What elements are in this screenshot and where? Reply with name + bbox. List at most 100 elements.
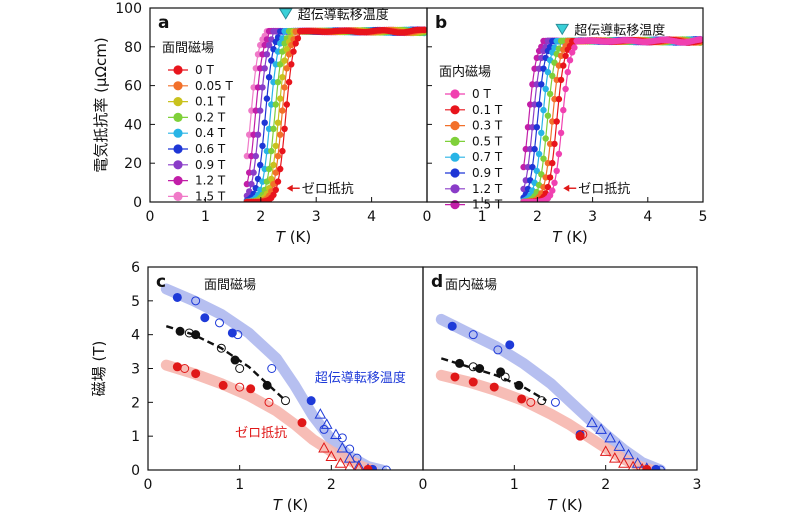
- data-point: [248, 107, 255, 114]
- tc-point-open: [381, 465, 391, 470]
- data-point: [533, 124, 540, 131]
- panel-b-frame: [426, 7, 704, 203]
- data-point: [553, 76, 560, 84]
- data-point: [542, 174, 549, 181]
- data-point: [272, 61, 279, 68]
- data-point: [283, 46, 290, 53]
- data-point: [257, 107, 264, 114]
- tc-point-open: [337, 433, 347, 443]
- tc-point-open: [215, 318, 224, 328]
- data-point: [571, 44, 578, 51]
- panel-a-label: a: [158, 13, 169, 33]
- panel-a-xtick-label: 4: [367, 209, 376, 225]
- data-point: [270, 191, 277, 199]
- legend-title: 面間磁場: [162, 41, 214, 56]
- panel-a-xtick-label: 2: [256, 209, 265, 225]
- panel-c-axes: 0 1 2 0 1 2 3 4 5 6 T (K) 磁場 (T) c: [90, 260, 424, 514]
- data-point: [274, 78, 282, 86]
- zero-point-filled: [517, 394, 527, 404]
- legend-entry: 1.2 T: [195, 174, 226, 188]
- tc-point-triangle: [586, 416, 598, 428]
- data-point: [557, 129, 565, 137]
- tc-point-filled: [172, 292, 182, 302]
- panel-b-label: b: [435, 13, 447, 33]
- data-point: [274, 178, 282, 185]
- data-point: [292, 40, 299, 47]
- data-point: [270, 125, 277, 132]
- tc-point-open: [655, 465, 665, 470]
- data-point: [538, 54, 545, 62]
- legend-marker: [173, 112, 183, 122]
- panel-a-ytick-label: 100: [115, 1, 142, 17]
- panel-b-curves: [520, 35, 703, 202]
- data-point: [272, 142, 279, 150]
- data-point: [261, 119, 268, 126]
- data-point: [272, 186, 279, 194]
- data-point: [274, 152, 282, 160]
- data-point: [527, 145, 534, 153]
- zero-point-filled: [297, 418, 307, 428]
- series-a-0.1T: [243, 26, 427, 202]
- data-point: [248, 152, 255, 160]
- data-point: [254, 51, 262, 58]
- legend-marker: [173, 176, 183, 186]
- zero-point-filled: [218, 380, 228, 390]
- data-point: [243, 152, 251, 160]
- data-point: [535, 101, 543, 108]
- tc-label: 超伝導転移温度: [315, 370, 406, 386]
- data-point: [544, 112, 552, 119]
- dash-point-filled: [455, 358, 465, 368]
- data-point: [288, 61, 295, 68]
- data-point: [277, 95, 284, 102]
- tc-band: [435, 313, 666, 470]
- data-point: [531, 145, 538, 153]
- data-point: [551, 95, 558, 103]
- data-point: [272, 169, 279, 176]
- panel-d-xlabel: T (K): [547, 496, 582, 514]
- series-line: [246, 29, 426, 202]
- data-point: [546, 90, 554, 98]
- zero-point-open: [578, 429, 588, 439]
- data-point: [252, 107, 259, 114]
- dash-point-open: [184, 328, 194, 338]
- data-point: [259, 178, 266, 185]
- data-point: [257, 186, 264, 194]
- legend-entry: 1.5 T: [195, 189, 226, 203]
- tc-point-triangle: [622, 448, 635, 460]
- legend-entry: 0 T: [195, 63, 214, 77]
- panel-b: 面内磁場 0 T 0.1 T 0.3 T0.5 T 0.7 T 0.9 T 1.2 T 1.5…: [439, 22, 703, 212]
- tc-point-open: [493, 345, 503, 355]
- legend-marker: [450, 105, 460, 115]
- panel-a-curves: [243, 26, 427, 202]
- panel-a-ytick-label: 0: [133, 195, 142, 211]
- zero-point-triangle: [608, 452, 621, 463]
- data-point: [542, 135, 549, 142]
- data-point: [283, 65, 290, 72]
- data-point: [261, 165, 268, 173]
- field-label: 面内磁場: [445, 277, 497, 293]
- zero-point-triangle: [618, 457, 630, 468]
- data-point: [549, 72, 556, 80]
- zero-point-filled: [246, 384, 256, 394]
- panel-b-xlabel: T (K): [552, 228, 587, 246]
- data-point: [268, 101, 275, 108]
- data-point: [544, 159, 552, 167]
- data-point: [281, 125, 288, 132]
- zero-point-open: [235, 382, 245, 392]
- series-line: [246, 29, 426, 202]
- data-point: [551, 179, 558, 186]
- panel-a-xtick-label: 3: [312, 209, 321, 225]
- zero-band: [435, 369, 657, 470]
- data-point: [546, 140, 554, 148]
- legend-entry: 0 T: [472, 87, 491, 101]
- data-point: [540, 65, 547, 72]
- tc-marker-icon: [278, 8, 293, 20]
- tc-point-filled: [227, 328, 237, 338]
- panel-a-ytick-label: 60: [124, 79, 142, 95]
- legend-marker: [450, 136, 460, 146]
- dash-point-open: [281, 396, 290, 406]
- tc-point-open: [319, 424, 329, 434]
- data-point: [529, 163, 536, 171]
